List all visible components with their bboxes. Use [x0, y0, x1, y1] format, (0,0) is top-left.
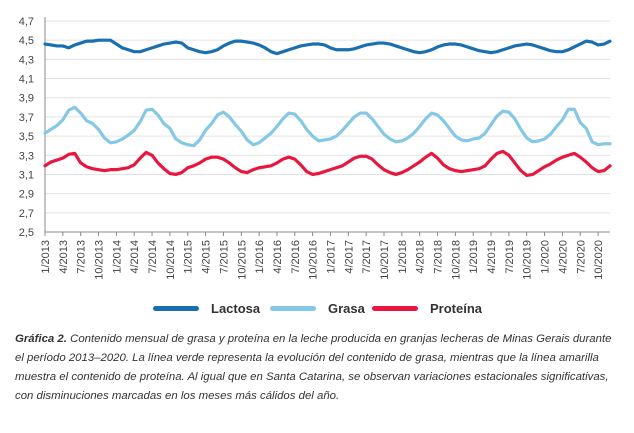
x-tick-label: 4/2018	[415, 240, 427, 274]
x-tick-label: 10/2014	[165, 240, 177, 280]
y-tick-label: 3,9	[19, 93, 34, 105]
chart-tick-labels: 2,5 2,7 2,9 3,1 3,3 3,5 3,7 3,9 4,1 4,3 4,5 4,7 1/20…	[19, 16, 605, 280]
x-tick-label: 1/2014	[111, 240, 123, 274]
y-tick-label: 3,3	[19, 150, 34, 162]
x-tick-label: 7/2017	[361, 240, 373, 274]
x-tick-label: 10/2018	[450, 240, 462, 280]
x-tick-label: 4/2017	[343, 240, 355, 274]
x-tick-label: 1/2013	[40, 240, 52, 274]
line-chart: 2,5 2,7 2,9 3,1 3,3 3,5 3,7 3,9 4,1 4,3 4,5 4,7 1/20…	[19, 16, 612, 280]
legend-label-grasa: Grasa	[328, 300, 365, 316]
legend-label-lactosa: Lactosa	[211, 300, 261, 316]
legend-swatch-proteina	[372, 305, 418, 311]
chart-gridlines	[45, 20, 610, 214]
x-tick-label: 4/2013	[58, 240, 70, 274]
y-tick-label: 2,7	[19, 208, 34, 220]
caption-lead: Gráfica 2.	[15, 333, 67, 345]
x-tick-label: 4/2015	[201, 240, 213, 274]
series-line-proteina	[43, 149, 612, 178]
x-tick-label: 4/2016	[272, 240, 284, 274]
chart-legend: Lactosa Grasa Proteína	[0, 298, 634, 318]
legend-item-proteina: Proteína	[372, 298, 482, 318]
x-tick-label: 7/2019	[504, 240, 516, 274]
x-tick-label: 10/2015	[236, 240, 248, 280]
x-tick-label: 1/2018	[397, 240, 409, 274]
x-tick-label: 1/2015	[183, 240, 195, 274]
series-line-grasa	[43, 105, 612, 148]
legend-label-proteina: Proteína	[430, 300, 483, 316]
series-line-lactosa	[43, 38, 612, 56]
legend-item-lactosa: Lactosa	[153, 298, 260, 318]
x-tick-label: 7/2016	[290, 240, 302, 274]
x-tick-label: 4/2019	[486, 240, 498, 274]
y-tick-label: 4,5	[19, 35, 34, 47]
x-tick-label: 4/2020	[557, 240, 569, 274]
legend-item-grasa: Grasa	[270, 298, 365, 318]
x-tick-label: 1/2017	[325, 240, 337, 274]
figure-caption: Gráfica 2. Contenido mensual de grasa y …	[15, 330, 620, 406]
x-tick-label: 10/2016	[308, 240, 320, 280]
y-tick-label: 4,3	[19, 54, 34, 66]
x-tick-label: 10/2020	[593, 240, 605, 280]
x-tick-label: 7/2015	[218, 240, 230, 274]
x-tick-label: 7/2014	[147, 240, 159, 274]
x-tick-label: 10/2019	[522, 240, 534, 280]
x-tick-label: 4/2014	[129, 240, 141, 274]
legend-swatch-grasa	[270, 305, 316, 311]
y-tick-label: 2,5	[19, 227, 34, 239]
x-tick-label: 1/2019	[468, 240, 480, 274]
x-tick-label: 1/2016	[254, 240, 266, 274]
x-tick-label: 1/2020	[540, 240, 552, 274]
x-tick-label: 7/2020	[575, 240, 587, 274]
y-tick-label: 3,7	[19, 112, 34, 124]
y-tick-label: 3,5	[19, 131, 34, 143]
chart-series	[43, 38, 612, 178]
y-tick-label: 4,7	[19, 16, 34, 28]
x-tick-label: 10/2013	[94, 240, 106, 280]
caption-text: Contenido mensual de grasa y proteína en…	[15, 333, 612, 402]
x-tick-label: 7/2018	[433, 240, 445, 274]
chart-axes	[44, 17, 610, 236]
x-tick-label: 7/2013	[76, 240, 88, 274]
y-tick-label: 4,1	[19, 74, 34, 86]
y-tick-label: 2,9	[19, 189, 34, 201]
legend-swatch-lactosa	[153, 305, 199, 311]
y-tick-label: 3,1	[19, 169, 34, 181]
x-tick-label: 10/2017	[379, 240, 391, 280]
